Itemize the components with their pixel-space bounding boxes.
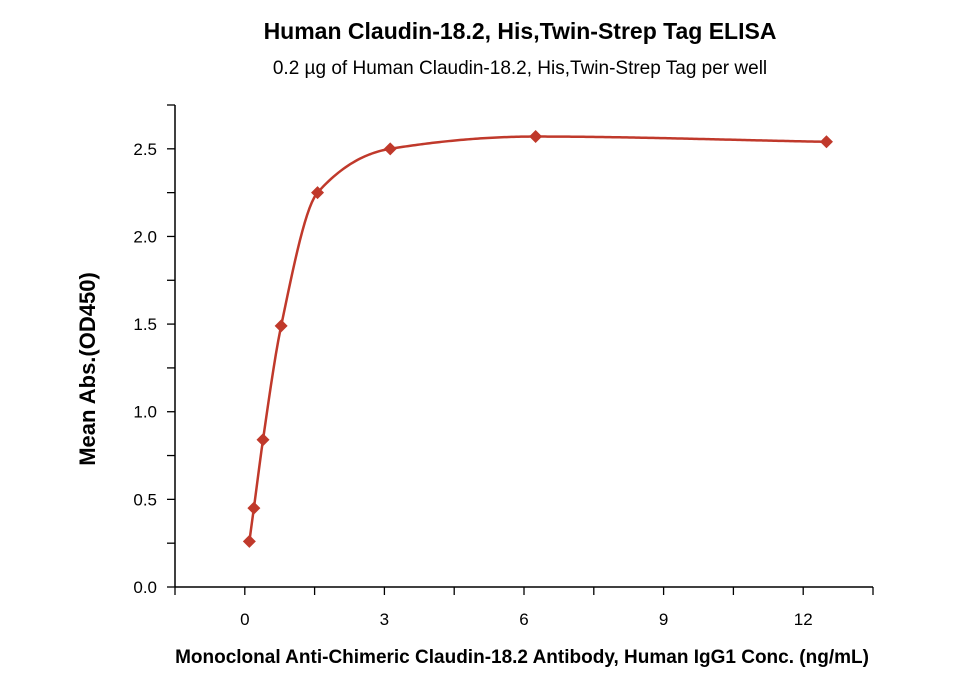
data-point: [819, 135, 833, 149]
data-point: [311, 186, 325, 200]
x-tick-label: 3: [380, 610, 389, 629]
x-tick-label: 6: [519, 610, 528, 629]
y-tick-label: 1.5: [133, 315, 157, 334]
y-tick-label: 2.5: [133, 140, 157, 159]
data-point: [256, 433, 270, 447]
data-point: [383, 142, 397, 156]
y-axis-label: Mean Abs.(OD450): [75, 272, 100, 466]
data-point: [274, 319, 288, 333]
x-tick-label: 12: [794, 610, 813, 629]
y-tick-label: 1.0: [133, 403, 157, 422]
fit-curve-group: [248, 135, 827, 542]
data-point: [242, 534, 256, 548]
axes: 0.0 0.5 1.0 1.5 2.0 2.5 0 3 6 9 12: [133, 104, 874, 629]
x-axis-label: Monoclonal Anti-Chimeric Claudin-18.2 An…: [175, 647, 869, 668]
x-tick-label: 0: [240, 610, 249, 629]
chart-subtitle: 0.2 µg of Human Claudin-18.2, His,Twin-S…: [272, 58, 768, 79]
y-tick-label: 0.0: [133, 578, 157, 597]
y-tick-label: 2.0: [133, 227, 157, 246]
data-point: [529, 130, 543, 144]
fit-curve: [248, 135, 827, 542]
data-point: [247, 501, 261, 515]
data-points: [242, 130, 833, 548]
x-tick-label: 9: [659, 610, 668, 629]
y-tick-label: 0.5: [133, 490, 157, 509]
chart-title: Human Claudin-18.2, His,Twin-Strep Tag E…: [263, 18, 777, 44]
